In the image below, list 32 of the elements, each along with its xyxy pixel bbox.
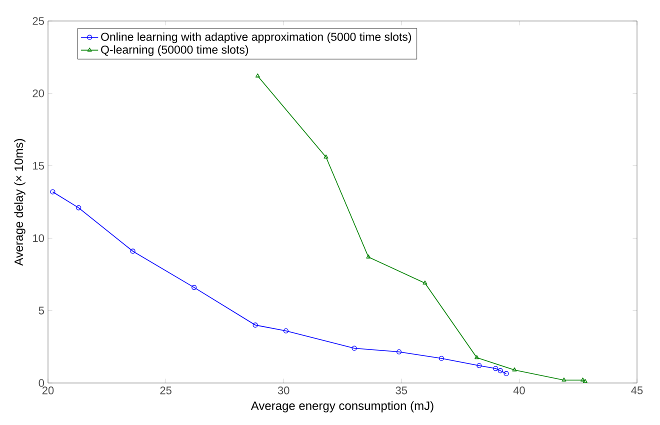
point [130, 248, 136, 254]
point [76, 205, 82, 210]
point [366, 254, 371, 258]
point [512, 367, 517, 372]
point [252, 322, 258, 328]
x-tick-label: 40 [513, 386, 525, 394]
y-tick-label: 15 [33, 162, 44, 170]
point [476, 363, 482, 368]
x-tick-label: 30 [278, 386, 290, 394]
point [352, 346, 357, 351]
y-tick-label: 20 [32, 90, 44, 98]
y-tick-label: 0 [38, 379, 44, 387]
y-tick-label: 10 [33, 234, 44, 242]
point [396, 349, 402, 354]
point [192, 284, 197, 290]
point [438, 356, 444, 361]
point [422, 280, 428, 285]
point [474, 355, 480, 360]
point [562, 378, 566, 382]
legend-label: Online learning with adaptive approximation (5000 time slots) [101, 32, 412, 44]
legend-label: Q-learning (50000 time slots) [101, 45, 248, 56]
point [493, 366, 498, 372]
y-tick-label: 5 [38, 306, 44, 314]
x-tick-label: 45 [631, 386, 643, 394]
point [324, 154, 328, 159]
y-axis-title: Average delay (× 10ms) [14, 139, 26, 266]
x-axis-title: Average energy consumption (mJ) [250, 401, 434, 412]
point [498, 368, 503, 374]
y-tick-label: 25 [32, 17, 44, 25]
x-tick-label: 35 [396, 386, 408, 394]
x-tick-label: 25 [160, 386, 172, 394]
point [283, 328, 289, 334]
